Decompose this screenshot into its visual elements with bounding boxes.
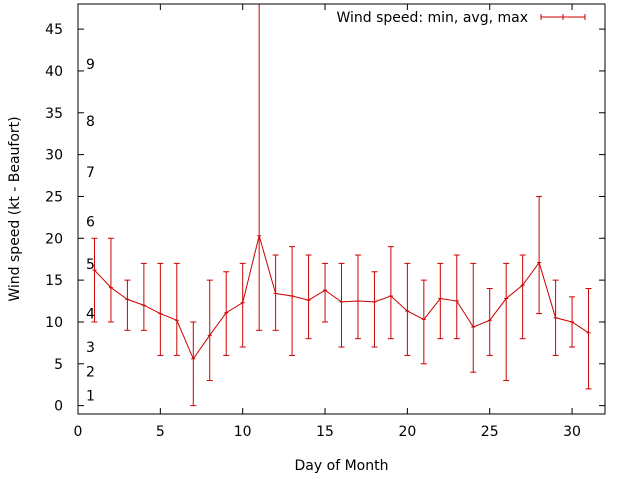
x-tick-label-30: 30 [563,424,581,440]
x-tick-label-25: 25 [481,424,499,440]
y-tick-labels: 0 5 10 15 20 25 30 35 40 45 [45,22,63,415]
plot-frame [77,3,606,415]
x-axis-title: Day of Month [295,458,389,474]
beaufort-scale: 1 2 3 4 5 6 7 8 9 [86,57,95,404]
y-tick-label-45: 45 [45,22,63,38]
legend-label: Wind speed: min, avg, max [336,10,528,26]
y-tick-label-5: 5 [54,357,63,373]
beaufort-label-8: 8 [86,114,95,130]
beaufort-label-3: 3 [86,340,95,356]
y-tick-label-25: 25 [45,189,63,205]
y-tick-label-40: 40 [45,64,63,80]
tick-marks [77,4,605,414]
y-tick-label-0: 0 [54,399,63,415]
legend: Wind speed: min, avg, max [336,10,586,26]
series-wind-speed [91,3,592,407]
y-tick-label-20: 20 [45,231,63,247]
beaufort-label-6: 6 [86,215,95,231]
x-tick-label-10: 10 [234,424,252,440]
x-tick-label-5: 5 [156,424,165,440]
y-tick-label-15: 15 [45,273,63,289]
beaufort-label-4: 4 [86,307,95,323]
y-tick-label-10: 10 [45,315,63,331]
beaufort-label-9: 9 [86,57,95,73]
beaufort-label-5: 5 [86,257,95,273]
x-tick-label-20: 20 [398,424,416,440]
y-tick-label-35: 35 [45,106,63,122]
y-tick-label-30: 30 [45,148,63,164]
x-tick-label-0: 0 [74,424,83,440]
x-tick-label-15: 15 [316,424,334,440]
y-axis-title: Wind speed (kt - Beaufort) [7,116,23,301]
beaufort-label-2: 2 [86,364,95,380]
beaufort-label-7: 7 [86,165,95,181]
x-tick-labels: 0 5 10 15 20 25 30 [74,424,581,440]
beaufort-label-1: 1 [86,389,95,405]
